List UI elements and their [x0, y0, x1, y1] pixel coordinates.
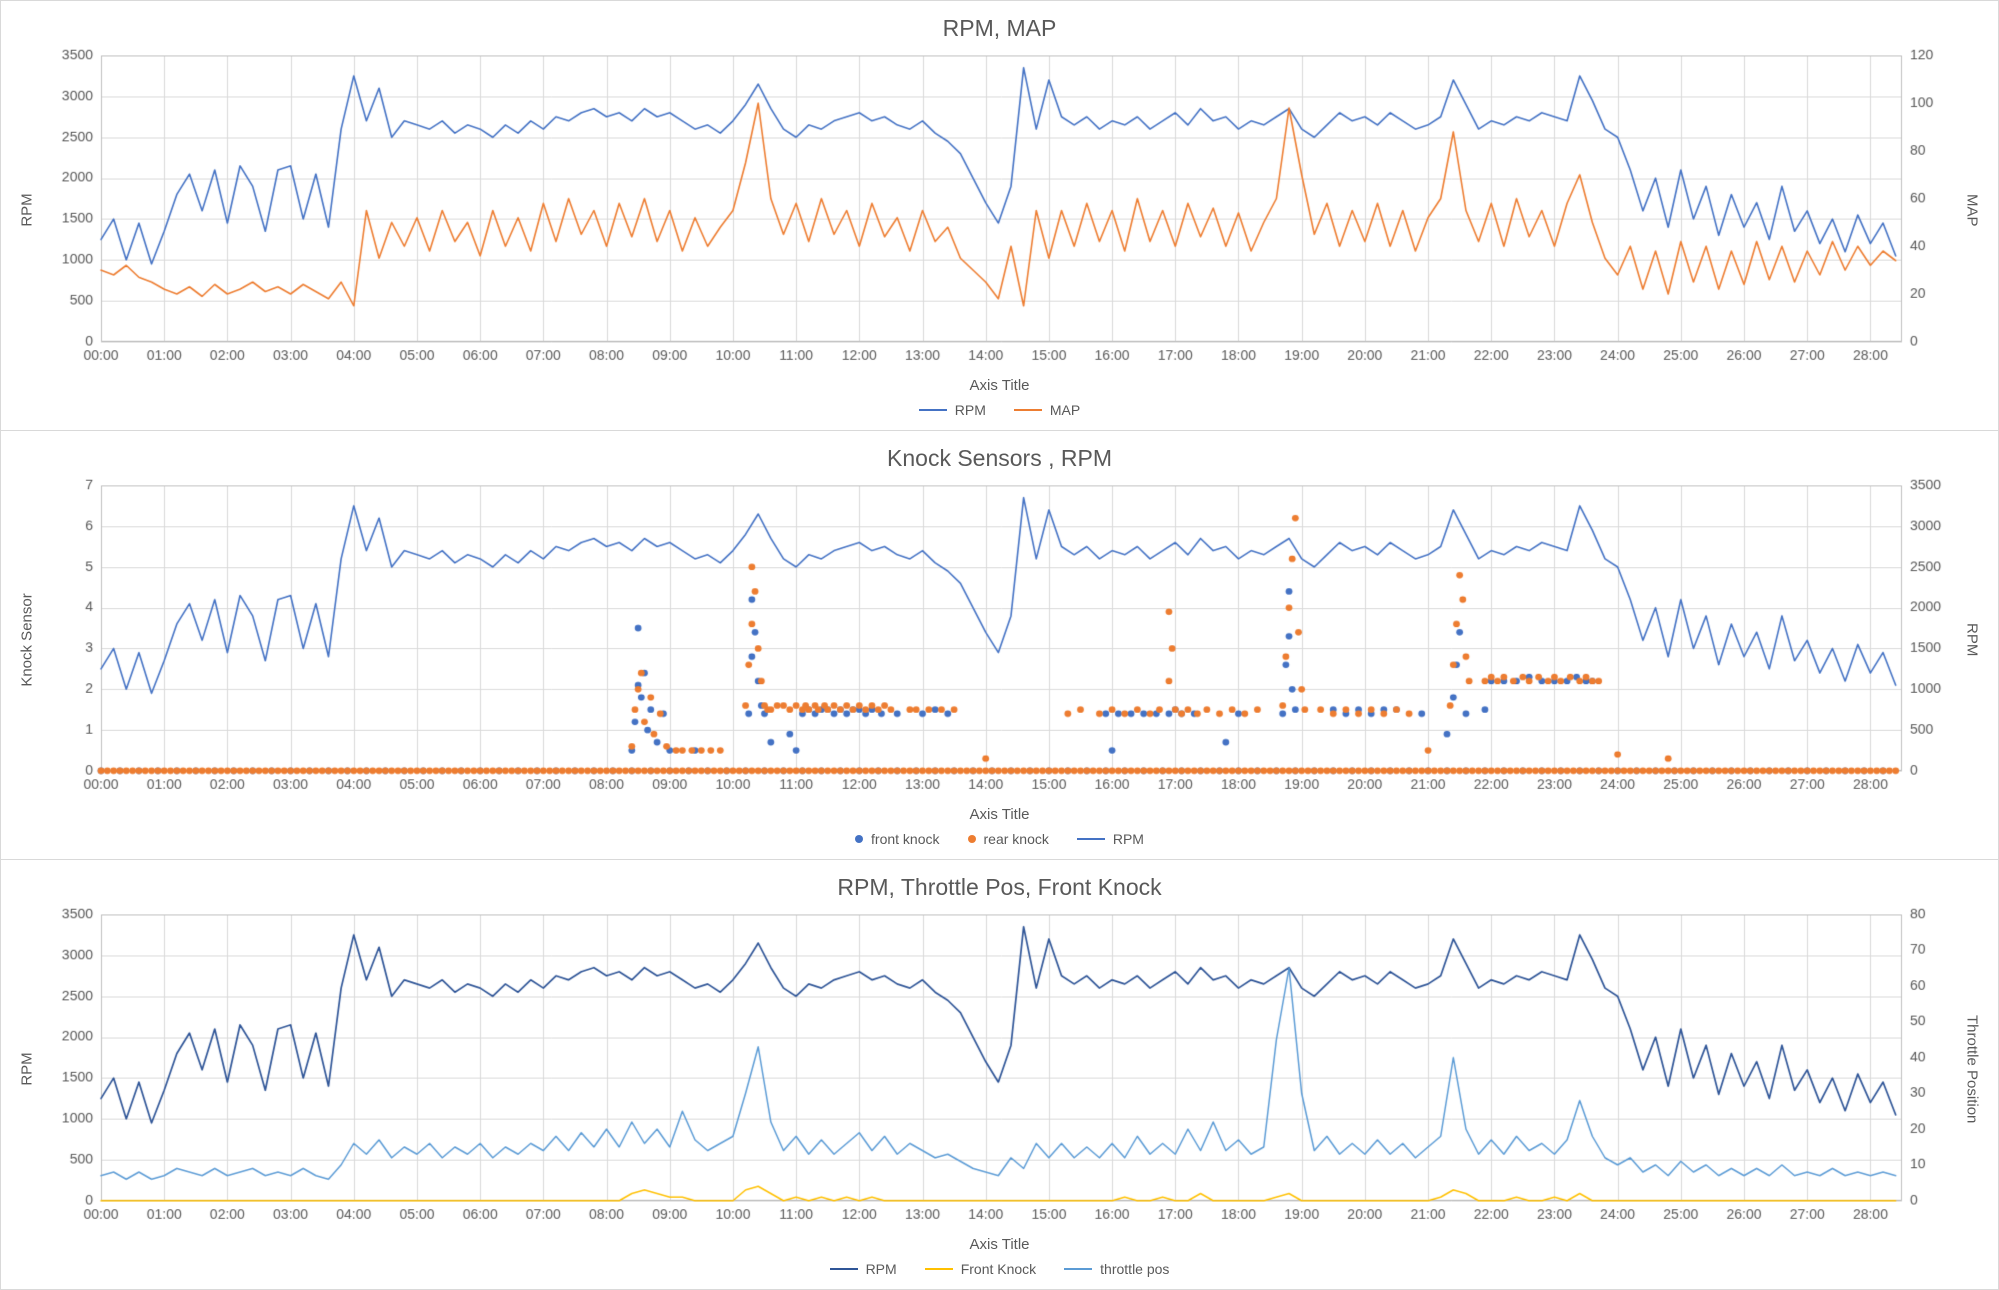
- legend-label: RPM: [1112, 831, 1144, 848]
- panel-knock-rpm: Knock Sensors , RPM Knock Sensor RPM Axi…: [1, 430, 1998, 861]
- right-axis-title-map: MAP: [1963, 193, 1981, 227]
- legend-dot-swatch: [967, 835, 976, 844]
- chart-title-rpm-map: RPM, MAP: [942, 15, 1057, 41]
- chart-canvas-rpm-map: [39, 44, 1960, 376]
- legend-label: throttle pos: [1100, 1261, 1170, 1278]
- panel-rpm-throttle-knock: RPM, Throttle Pos, Front Knock RPM Throt…: [1, 860, 1998, 1290]
- plot-area-rpm-throttle-knock: [39, 903, 1960, 1236]
- legend-line-swatch: [1064, 1268, 1093, 1271]
- legend-knock-rpm: front knock rear knock RPM: [15, 823, 1984, 857]
- x-axis-title-rpm-throttle-knock: Axis Title: [969, 1236, 1030, 1254]
- chart-row-rpm-map: RPM MAP: [15, 44, 1984, 376]
- legend-line-swatch: [918, 408, 947, 411]
- legend-item-front-knock: Front Knock: [924, 1261, 1037, 1278]
- legend-line-swatch: [829, 1268, 858, 1271]
- legend-dot-swatch: [855, 835, 864, 844]
- legend-label: MAP: [1049, 401, 1081, 418]
- left-axis-title-knock-sensor: Knock Sensor: [18, 592, 36, 687]
- legend-label: RPM: [865, 1261, 897, 1278]
- chart-title-knock-rpm: Knock Sensors , RPM: [887, 444, 1112, 471]
- chart-canvas-knock-rpm: [39, 473, 1960, 806]
- legend-line-swatch: [1076, 838, 1105, 841]
- chart-row-knock-rpm: Knock Sensor RPM: [15, 473, 1984, 806]
- legend-item-rpm: RPM: [829, 1261, 897, 1278]
- x-axis-title-knock-rpm: Axis Title: [969, 806, 1030, 824]
- legend-rpm-map: RPM MAP: [15, 394, 1984, 428]
- plot-area-knock-rpm: [39, 473, 1960, 806]
- plot-area-rpm-map: [39, 44, 1960, 376]
- legend-item-front-knock: front knock: [855, 831, 940, 848]
- chart-row-rpm-throttle-knock: RPM Throttle Position: [15, 903, 1984, 1236]
- x-axis-title-rpm-map: Axis Title: [969, 376, 1030, 394]
- legend-label: Front Knock: [960, 1261, 1037, 1278]
- chart-canvas-rpm-throttle-knock: [39, 903, 1960, 1236]
- panel-rpm-map: RPM, MAP RPM MAP Axis Title RPM MAP: [1, 1, 1998, 431]
- legend-rpm-throttle-knock: RPM Front Knock throttle pos: [15, 1253, 1984, 1287]
- right-axis-title-rpm: RPM: [1963, 622, 1981, 657]
- legend-item-rpm: RPM: [918, 401, 986, 418]
- legend-line-swatch: [924, 1268, 953, 1271]
- legend-item-throttle-pos: throttle pos: [1064, 1261, 1169, 1277]
- left-axis-title-rpm: RPM: [18, 193, 36, 227]
- legend-label: RPM: [954, 401, 986, 418]
- legend-label: rear knock: [983, 831, 1049, 848]
- right-axis-title-throttle-position: Throttle Position: [1963, 1014, 1981, 1124]
- legend-line-swatch: [1013, 408, 1042, 411]
- legend-item-rear-knock: rear knock: [967, 831, 1049, 848]
- legend-item-rpm: RPM: [1076, 831, 1144, 848]
- legend-item-map: MAP: [1013, 401, 1081, 418]
- left-axis-title-rpm2: RPM: [18, 1052, 36, 1086]
- chart-title-rpm-throttle-knock: RPM, Throttle Pos, Front Knock: [837, 874, 1162, 901]
- legend-label: front knock: [871, 831, 940, 848]
